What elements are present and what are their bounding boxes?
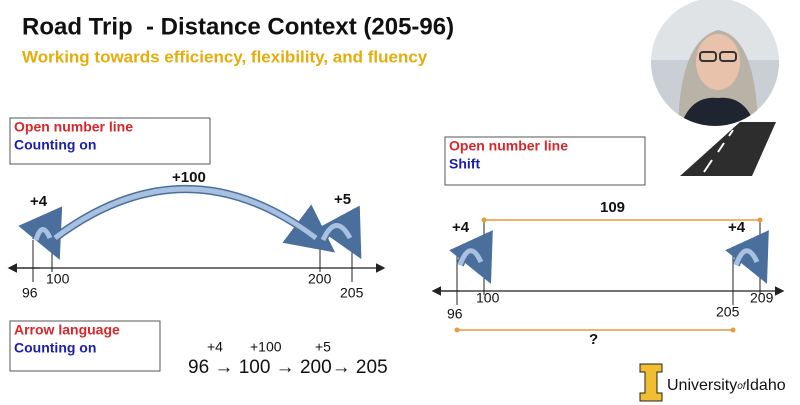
point-label: 96 <box>22 285 38 301</box>
jump-label: +5 <box>315 339 331 355</box>
point-label: 96 <box>447 306 463 322</box>
presenter-video <box>651 0 779 126</box>
road-icon <box>680 122 776 176</box>
logo-mark <box>639 363 663 402</box>
box-strategy: Shift <box>449 156 480 172</box>
box-strategy: Counting on <box>14 137 96 153</box>
bracket-end <box>454 327 460 333</box>
jump-arrow <box>18 185 362 260</box>
slide-subtitle: Working towards efficiency, flexibility,… <box>22 47 428 66</box>
label-box <box>9 320 161 372</box>
bracket-end <box>481 217 487 223</box>
point-label: 209 <box>750 290 774 306</box>
jump-arrow <box>449 230 769 284</box>
box-heading: Arrow language <box>14 322 120 338</box>
logo-word: Idaho <box>746 377 786 394</box>
jump-label: +100 <box>250 339 282 355</box>
box-heading: Open number line <box>449 138 568 154</box>
point-label: 200 <box>308 271 332 287</box>
point-label: 100 <box>46 271 70 287</box>
logo-word: University <box>667 377 737 394</box>
jump-label: +100 <box>172 169 206 186</box>
jump-label: +4 <box>452 219 470 236</box>
jump-label: +4 <box>207 339 223 355</box>
logo-word: of <box>737 381 747 392</box>
jump-label: +4 <box>30 193 48 210</box>
distance-label: 109 <box>600 199 625 216</box>
bracket-end <box>730 327 736 333</box>
jump-label: +4 <box>728 219 746 236</box>
arrow-equation: 96 → 100 → 200→ 205 <box>188 357 388 378</box>
logo-text: UniversityofIdaho <box>667 377 786 394</box>
unknown-label: ? <box>589 331 598 348</box>
slide-title: Road Trip - Distance Context (205-96) <box>22 13 454 40</box>
bracket-end <box>757 217 763 223</box>
point-label: 100 <box>476 290 500 306</box>
box-strategy: Counting on <box>14 340 96 356</box>
label-box <box>444 136 646 186</box>
label-box <box>9 117 211 165</box>
point-label: 205 <box>340 285 364 301</box>
point-label: 205 <box>716 304 740 320</box>
box-heading: Open number line <box>14 119 133 135</box>
jump-label: +5 <box>334 191 351 208</box>
